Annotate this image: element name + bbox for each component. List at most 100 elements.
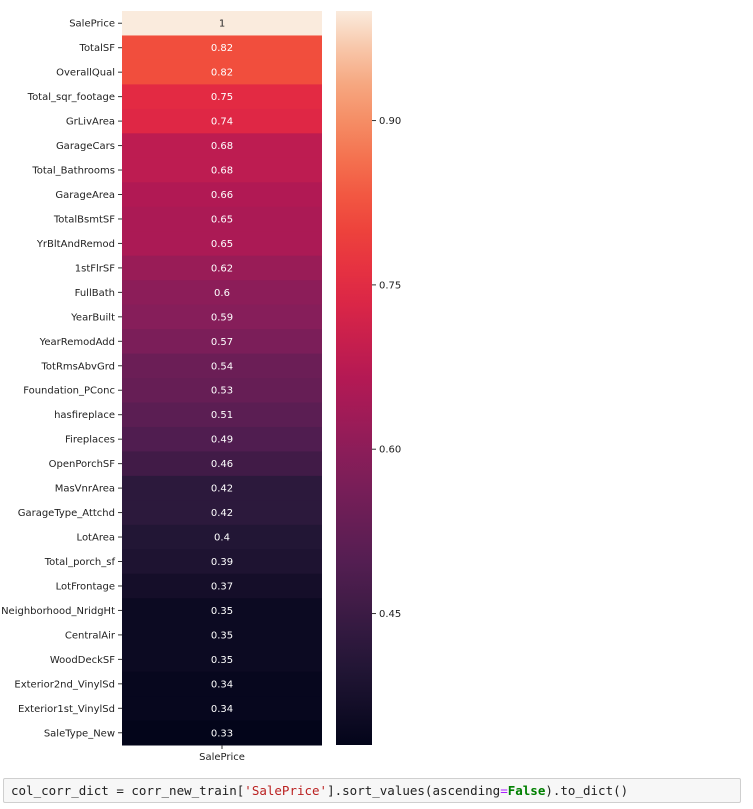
heatmap-cell bbox=[122, 11, 322, 36]
heatmap-value-label: 0.34 bbox=[211, 704, 233, 715]
heatmap-cell bbox=[122, 524, 322, 550]
heatmap-value-label: 0.54 bbox=[211, 361, 233, 372]
y-tick-label: Foundation_PConc bbox=[23, 386, 115, 397]
y-tick-label: YearBuilt bbox=[70, 312, 115, 323]
heatmap-cell bbox=[122, 182, 322, 208]
y-axis-tick-labels: SalePrice TotalSF OverallQual Total_sqr_foo… bbox=[1, 19, 122, 739]
heatmap-value-label: 0.53 bbox=[211, 386, 233, 397]
heatmap-value-label: 0.68 bbox=[211, 141, 233, 152]
y-tick-label: 1stFlrSF bbox=[75, 263, 115, 274]
x-tick-label: SalePrice bbox=[199, 752, 245, 763]
y-tick-label: OpenPorchSF bbox=[49, 459, 116, 470]
heatmap-cell bbox=[122, 573, 322, 599]
heatmap-cell bbox=[122, 451, 322, 477]
heatmap-cell bbox=[122, 622, 322, 648]
heatmap-cell bbox=[122, 402, 322, 428]
code-string: 'SalePrice' bbox=[244, 783, 328, 798]
heatmap-cell bbox=[122, 35, 322, 61]
heatmap-cell bbox=[122, 304, 322, 330]
x-axis: SalePrice bbox=[199, 745, 245, 763]
heatmap-cell bbox=[122, 475, 322, 501]
code-keyword: False bbox=[507, 783, 546, 798]
heatmap-value-label: 0.35 bbox=[211, 606, 233, 617]
heatmap-cell bbox=[122, 549, 322, 575]
heatmap-cell bbox=[122, 720, 322, 746]
heatmap-value-label: 0.65 bbox=[211, 239, 233, 250]
heatmap-cell bbox=[122, 280, 322, 306]
y-tick-label: TotRmsAbvGrd bbox=[41, 361, 116, 372]
colorbar-tick-label: 0.90 bbox=[379, 116, 401, 127]
heatmap-value-label: 0.82 bbox=[211, 43, 233, 54]
heatmap-value-label: 1 bbox=[219, 19, 225, 30]
heatmap-cell bbox=[122, 231, 322, 257]
heatmap-value-label: 0.62 bbox=[211, 263, 233, 274]
heatmap-cell bbox=[122, 329, 322, 355]
heatmap-value-label: 0.6 bbox=[214, 288, 230, 299]
heatmap-value-label: 0.35 bbox=[211, 655, 233, 666]
y-tick-label: LotFrontage bbox=[56, 581, 115, 592]
colorbar-tick-label: 0.60 bbox=[379, 445, 401, 456]
y-tick-label: GarageArea bbox=[55, 190, 115, 201]
heatmap-value-label: 0.59 bbox=[211, 312, 233, 323]
y-tick-label: Exterior1st_VinylSd bbox=[18, 704, 115, 715]
heatmap-cell bbox=[122, 157, 322, 183]
colorbar-gradient bbox=[336, 11, 372, 745]
heatmap-cell bbox=[122, 378, 322, 403]
heatmap-cell bbox=[122, 426, 322, 452]
y-tick-label: GrLivArea bbox=[66, 117, 115, 128]
heatmap-cell bbox=[122, 59, 322, 85]
heatmap-value-label: 0.75 bbox=[211, 92, 233, 103]
y-tick-label: TotalSF bbox=[79, 43, 116, 54]
y-tick-label: hasfireplace bbox=[54, 410, 115, 421]
y-tick-label: Exterior2nd_VinylSd bbox=[14, 679, 115, 690]
colorbar bbox=[336, 11, 372, 745]
heatmap-cell bbox=[122, 598, 322, 624]
heatmap-value-label: 0.4 bbox=[214, 533, 230, 544]
heatmap-value-label: 0.66 bbox=[211, 190, 233, 201]
heatmap-value-label: 0.74 bbox=[211, 117, 233, 128]
heatmap-cell bbox=[122, 353, 322, 379]
heatmap-value-label: 0.35 bbox=[211, 630, 233, 641]
heatmap-cell bbox=[122, 671, 322, 697]
y-tick-label: SalePrice bbox=[69, 19, 115, 30]
heatmap-value-label: 0.82 bbox=[211, 68, 233, 79]
y-tick-label: Neighborhood_NridgHt bbox=[1, 606, 115, 617]
heatmap-cell bbox=[122, 84, 322, 110]
y-tick-label: LotArea bbox=[77, 533, 115, 544]
y-tick-label: MasVnrArea bbox=[55, 484, 115, 495]
code-middle: ].sort_values(ascending bbox=[327, 783, 501, 798]
correlation-heatmap: 1 0.82 0.82 0.75 0.74 0.68 0.68 0.66 0.65 0.65 0.6… bbox=[1, 11, 401, 763]
code-cell[interactable]: col_corr_dict = corr_new_train['SalePric… bbox=[3, 778, 741, 803]
heatmap-value-label: 0.65 bbox=[211, 214, 233, 225]
heatmap-cell bbox=[122, 206, 322, 232]
heatmap-value-label: 0.46 bbox=[211, 459, 233, 470]
heatmap-value-labels: 1 0.82 0.82 0.75 0.74 0.68 0.68 0.66 0.65 0.65 0.6… bbox=[211, 19, 233, 740]
colorbar-tick-label: 0.45 bbox=[379, 609, 401, 620]
y-tick-label: GarageType_Attchd bbox=[18, 508, 115, 519]
y-tick-label: YrBltAndRemod bbox=[36, 239, 115, 250]
heatmap-value-label: 0.39 bbox=[211, 557, 233, 568]
code-operator: = bbox=[500, 783, 508, 798]
heatmap-value-label: 0.37 bbox=[211, 581, 233, 592]
heatmap-cell bbox=[122, 647, 322, 673]
y-tick-label: SaleType_New bbox=[44, 728, 115, 739]
y-tick-label: OverallQual bbox=[56, 68, 115, 79]
y-tick-label: GarageCars bbox=[56, 141, 115, 152]
heatmap-value-label: 0.34 bbox=[211, 679, 233, 690]
y-tick-label: CentralAir bbox=[65, 630, 116, 641]
heatmap-cells bbox=[122, 11, 322, 746]
y-tick-label: YearRemodAdd bbox=[39, 337, 115, 348]
heatmap-value-label: 0.42 bbox=[211, 508, 233, 519]
heatmap-value-label: 0.57 bbox=[211, 337, 233, 348]
y-tick-label: FullBath bbox=[75, 288, 115, 299]
heatmap-cell bbox=[122, 108, 322, 134]
heatmap-cell bbox=[122, 133, 322, 159]
y-tick-label: Total_porch_sf bbox=[44, 557, 116, 568]
y-tick-label: Fireplaces bbox=[65, 435, 115, 446]
heatmap-value-label: 0.68 bbox=[211, 166, 233, 177]
colorbar-ticks: 0.45 0.60 0.75 0.90 bbox=[372, 116, 401, 620]
code-prefix: col_corr_dict = corr_new_train[ bbox=[11, 783, 245, 798]
heatmap-cell bbox=[122, 255, 322, 281]
colorbar-tick-label: 0.75 bbox=[379, 280, 401, 291]
y-tick-label: Total_sqr_footage bbox=[27, 92, 115, 103]
